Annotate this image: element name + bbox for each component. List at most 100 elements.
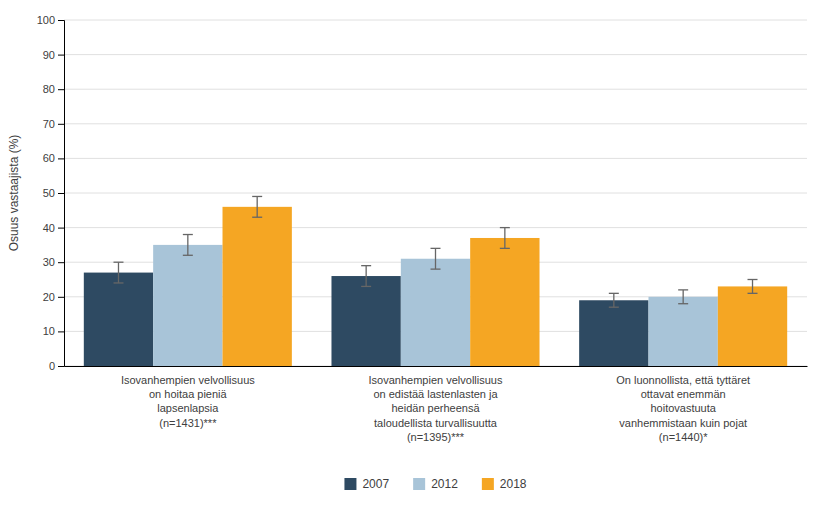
x-tick-label: On luonnollista, että tyttäret ottavat en… bbox=[616, 374, 750, 443]
legend-label: 2007 bbox=[362, 477, 389, 491]
grid-line bbox=[64, 123, 807, 124]
legend-swatch bbox=[413, 478, 425, 490]
legend-item: 2018 bbox=[482, 477, 527, 491]
legend-item: 2012 bbox=[413, 477, 458, 491]
y-tick: 50 bbox=[43, 187, 64, 199]
x-axis-line bbox=[65, 366, 808, 367]
y-tick-mark bbox=[58, 158, 64, 159]
error-bar-line bbox=[435, 248, 436, 269]
x-tick-label-line: (n=1440)* bbox=[659, 431, 708, 443]
y-tick-mark bbox=[58, 55, 64, 56]
error-bar-cap bbox=[361, 286, 371, 287]
bar bbox=[470, 238, 539, 366]
error-bar bbox=[748, 280, 758, 294]
error-bar-line bbox=[613, 293, 614, 307]
legend-swatch bbox=[344, 478, 356, 490]
y-tick-label: 60 bbox=[43, 152, 55, 164]
y-tick-label: 0 bbox=[49, 360, 55, 372]
grid-line bbox=[64, 227, 807, 228]
bar bbox=[648, 297, 717, 366]
bar bbox=[331, 276, 400, 366]
y-tick-mark bbox=[58, 20, 64, 21]
error-bar-line bbox=[752, 280, 753, 294]
x-tick-label-line: vanhemmistaan kuin pojat bbox=[619, 417, 747, 429]
error-bar-cap bbox=[748, 279, 758, 280]
error-bar-cap bbox=[252, 217, 262, 218]
x-tick-label-line: Isovanhempien velvollisuus bbox=[121, 374, 255, 386]
error-bar-cap bbox=[252, 196, 262, 197]
error-bar bbox=[678, 290, 688, 304]
error-bar bbox=[183, 235, 193, 256]
y-tick: 90 bbox=[43, 49, 64, 61]
error-bar-cap bbox=[748, 293, 758, 294]
x-tick-label-line: ottavat enemmän bbox=[641, 388, 726, 400]
y-tick: 80 bbox=[43, 83, 64, 95]
error-bar-cap bbox=[183, 234, 193, 235]
error-bar-cap bbox=[678, 289, 688, 290]
error-bar-cap bbox=[113, 262, 123, 263]
x-axis: Isovanhempien velvollisuus on hoitaa pien… bbox=[65, 366, 808, 443]
x-tick-label-line: (n=1431)*** bbox=[159, 417, 217, 429]
bar bbox=[153, 245, 222, 366]
error-bar-cap bbox=[183, 255, 193, 256]
plot-area: 0 10 20 30 40 50 60 70 80 90 100 Isovanhempien velv… bbox=[37, 14, 808, 443]
grid-line bbox=[64, 89, 807, 90]
y-tick-mark bbox=[58, 366, 64, 367]
y-tick-label: 30 bbox=[43, 256, 55, 268]
x-tick-label-line: taloudellista turvallisuutta bbox=[374, 417, 498, 429]
y-tick: 0 bbox=[49, 360, 64, 372]
y-tick: 20 bbox=[43, 291, 64, 303]
y-tick-mark bbox=[58, 228, 64, 229]
y-tick: 30 bbox=[43, 256, 64, 268]
y-tick-mark bbox=[58, 89, 64, 90]
bar bbox=[84, 273, 153, 366]
legend-label: 2018 bbox=[500, 477, 527, 491]
grid bbox=[64, 20, 807, 366]
y-tick-label: 100 bbox=[37, 14, 55, 26]
x-tick-label: Isovanhempien velvollisuuson edistää las… bbox=[369, 374, 503, 443]
x-tick-label-line: lapsenlapsia bbox=[157, 402, 219, 414]
y-tick: 10 bbox=[43, 325, 64, 337]
legend-item: 2007 bbox=[344, 477, 389, 491]
error-bars bbox=[113, 262, 618, 307]
y-tick-label: 70 bbox=[43, 118, 55, 130]
x-tick-label-line: on edistää lastenlasten ja bbox=[373, 388, 498, 400]
error-bar-cap bbox=[500, 248, 510, 249]
y-tick-mark bbox=[58, 193, 64, 194]
y-tick-label: 80 bbox=[43, 83, 55, 95]
error-bar bbox=[361, 266, 371, 287]
error-bar-line bbox=[257, 196, 258, 217]
x-tick-label: Isovanhempien velvollisuus on hoitaa pien… bbox=[121, 374, 255, 429]
legend: 2007 2012 2018 bbox=[344, 477, 526, 491]
grid-line bbox=[64, 158, 807, 159]
legend-swatch bbox=[482, 478, 494, 490]
x-tick: On luonnollista, että tyttäret ottavat en… bbox=[616, 366, 750, 443]
y-tick-mark bbox=[58, 262, 64, 263]
y-axis: 0 10 20 30 40 50 60 70 80 90 100 bbox=[37, 14, 65, 372]
y-tick-mark bbox=[58, 331, 64, 332]
error-bar bbox=[252, 196, 262, 217]
error-bar-line bbox=[504, 228, 505, 249]
error-bar bbox=[609, 293, 619, 307]
y-tick: 40 bbox=[43, 222, 64, 234]
y-tick-label: 10 bbox=[43, 325, 55, 337]
error-bar-cap bbox=[431, 268, 441, 269]
error-bar-cap bbox=[609, 307, 619, 308]
x-tick: Isovanhempien velvollisuus on hoitaa pien… bbox=[121, 366, 255, 429]
y-tick-mark bbox=[58, 297, 64, 298]
y-tick: 60 bbox=[43, 152, 64, 164]
bar bbox=[718, 286, 787, 366]
error-bar-line bbox=[187, 235, 188, 256]
y-axis-line bbox=[58, 21, 65, 367]
error-bar-cap bbox=[678, 303, 688, 304]
x-tick-label-line: heidän perheensä bbox=[391, 402, 480, 414]
x-tick-label-line: On luonnollista, että tyttäret bbox=[616, 374, 750, 386]
x-tick-label-line: hoitovastuuta bbox=[650, 402, 716, 414]
error-bar bbox=[113, 262, 123, 283]
error-bar-cap bbox=[361, 265, 371, 266]
error-bar-line bbox=[118, 262, 119, 283]
x-tick-label-line: (n=1395)*** bbox=[407, 431, 465, 443]
x-tick-label-line: on hoitaa pieniä bbox=[149, 388, 228, 400]
series bbox=[223, 207, 788, 366]
legend-label: 2012 bbox=[431, 477, 458, 491]
